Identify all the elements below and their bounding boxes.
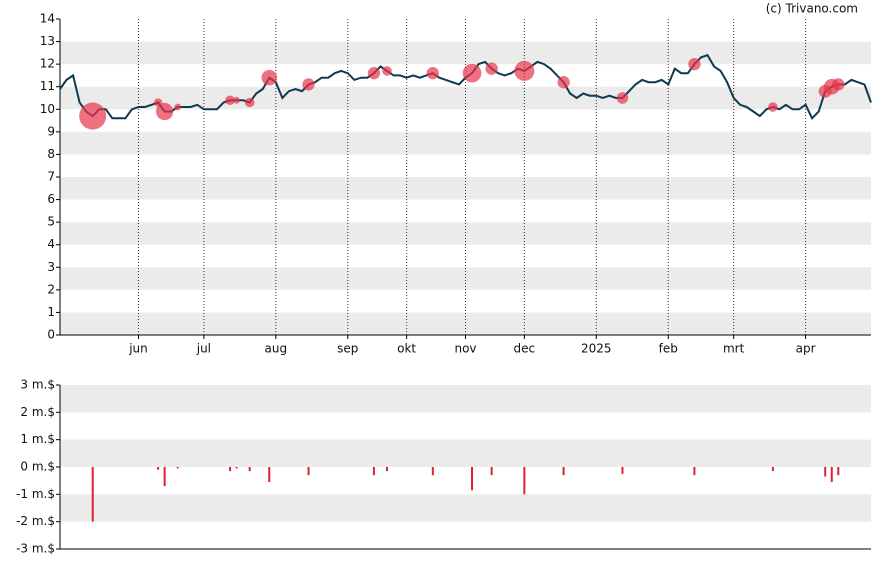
bar [176,467,179,469]
trade-bubble [156,102,174,121]
x-tick-label: jun [128,342,148,356]
trade-bubble [174,103,182,111]
trade-bubble [79,102,107,130]
bar [163,467,166,487]
y-tick-label: 6 [47,192,55,206]
trade-bubble [225,95,235,106]
x-tick-label: 2025 [581,342,612,356]
bar [307,467,310,476]
trade-bubble [302,78,315,91]
bar [431,467,434,476]
bar [386,467,389,472]
x-tick-label: jul [196,342,211,356]
y-tick-label: 14 [40,12,55,26]
trade-bubble [382,66,392,76]
bar [693,467,696,476]
bar [830,467,833,483]
bar [248,467,251,472]
y-tick-label: 11 [40,79,55,93]
bar [235,467,238,469]
bar [157,467,160,470]
y-tick-label: 12 [40,57,55,71]
x-tick-label: dec [514,342,536,356]
y-tick-label: -2 m.$ [16,514,55,528]
y-tick-label: 3 m.$ [20,378,55,392]
y-tick-label: 10 [40,102,55,116]
y-tick-label: 1 [47,305,55,319]
bar [621,467,624,474]
grid-band [60,222,871,245]
x-tick-label: okt [397,342,416,356]
bar [471,467,474,491]
bar [268,467,271,483]
y-tick-label: 0 [47,328,55,342]
bar [523,467,526,495]
grid-band [60,312,871,335]
x-tick-label: aug [265,342,288,356]
x-tick-label: mrt [723,342,745,356]
x-tick-label: sep [337,342,358,356]
source: (c) Trivano.com [766,2,858,16]
x-tick-label: feb [659,342,678,356]
trade-bubble [233,96,240,104]
trade-bubble [367,67,381,80]
trade-bubble [557,76,570,89]
y-tick-label: 4 [47,237,55,251]
trade-bubble [261,69,278,86]
trade-bubble [768,102,778,112]
grid-band [60,385,871,413]
bar [372,467,375,476]
trade-bubble [616,92,629,104]
y-tick-label: 0 m.$ [20,460,55,474]
y-tick-label: 1 m.$ [20,432,55,446]
trade-bubble [832,78,845,91]
y-tick-label: 3 [47,260,55,274]
bar [229,467,232,472]
y-tick-label: 2 [47,282,55,296]
grid-band [60,267,871,290]
grid-band [60,439,871,467]
x-tick-label: nov [454,342,476,356]
y-tick-label: 8 [47,147,55,161]
bar [837,467,840,476]
y-tick-label: 13 [40,34,55,48]
trade-bubble [688,57,701,71]
bar [91,467,94,522]
y-tick-label: -1 m.$ [16,487,55,501]
y-tick-label: 5 [47,215,55,229]
trade-bubble [485,62,498,75]
y-tick-label: 7 [47,170,55,184]
x-tick-label: apr [796,342,816,356]
bar [771,467,774,472]
trade-bubble [462,63,482,83]
trade-bubble [244,97,255,108]
bar [562,467,565,476]
bar [824,467,827,477]
y-tick-label: 2 m.$ [20,405,55,419]
bar [490,467,493,476]
grid-band [60,494,871,522]
y-tick-label: 9 [47,124,55,138]
trade-bubble [426,67,439,80]
y-tick-label: -3 m.$ [16,542,55,556]
trade-bubble [514,60,535,81]
